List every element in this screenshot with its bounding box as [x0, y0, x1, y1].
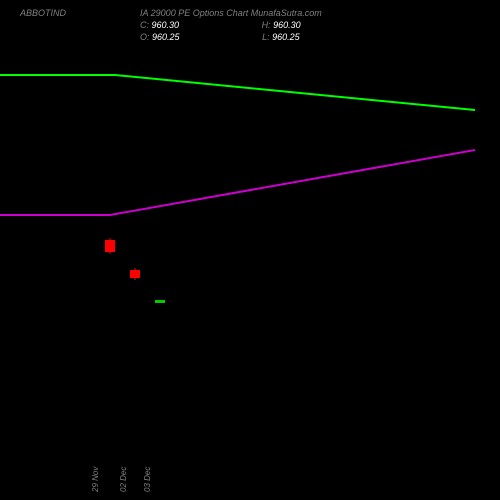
high-label: H:	[262, 20, 271, 30]
x-axis-tick: 03 Dec	[143, 467, 152, 492]
candlesticks	[105, 238, 165, 303]
ohlc-row-1: C: 960.30 H: 960.30	[140, 20, 381, 30]
candle-body	[155, 300, 165, 303]
support-line	[0, 150, 475, 215]
close-label: C:	[140, 20, 149, 30]
chart-title: IA 29000 PE Options Chart MunafaSutra.co…	[140, 8, 322, 18]
chart-plot-area	[0, 40, 475, 430]
high-price: H: 960.30	[262, 20, 301, 30]
high-value: 960.30	[273, 20, 301, 30]
candle-body	[130, 270, 140, 278]
x-axis-tick: 02 Dec	[119, 467, 128, 492]
resistance-line	[0, 75, 475, 110]
close-value: 960.30	[152, 20, 180, 30]
x-axis: 29 Nov 02 Dec 03 Dec	[0, 432, 475, 492]
x-axis-tick: 29 Nov	[91, 467, 100, 492]
candle-body	[105, 240, 115, 252]
ticker-symbol: ABBOTIND	[20, 8, 66, 18]
chart-svg	[0, 40, 475, 430]
close-price: C: 960.30	[140, 20, 179, 30]
